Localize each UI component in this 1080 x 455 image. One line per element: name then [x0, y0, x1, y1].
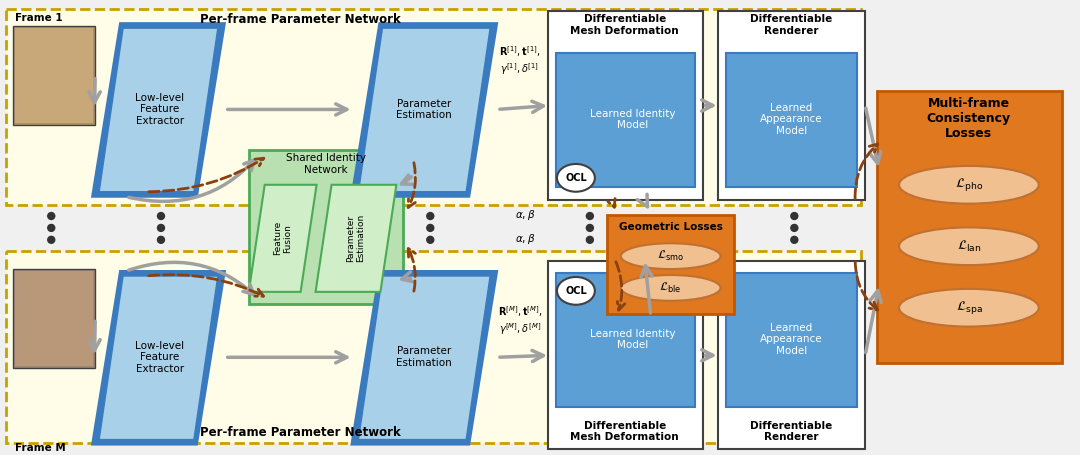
FancyBboxPatch shape — [15, 28, 93, 123]
Ellipse shape — [621, 243, 720, 269]
FancyBboxPatch shape — [726, 53, 858, 187]
Text: $\mathcal{L}_\mathrm{ble}$: $\mathcal{L}_\mathrm{ble}$ — [660, 281, 681, 295]
Text: Feature
Fusion: Feature Fusion — [273, 221, 293, 255]
Text: Learned
Appearance
Model: Learned Appearance Model — [760, 323, 823, 356]
Polygon shape — [99, 276, 218, 440]
Circle shape — [791, 212, 798, 219]
Circle shape — [586, 212, 593, 219]
Text: Frame 1: Frame 1 — [15, 13, 63, 23]
FancyBboxPatch shape — [6, 9, 861, 205]
FancyBboxPatch shape — [726, 273, 858, 407]
Text: $\mathbf{R}^{[1]}, \mathbf{t}^{[1]},$
$\gamma^{[1]}, \delta^{[1]}$: $\mathbf{R}^{[1]}, \mathbf{t}^{[1]},$ $\… — [499, 45, 541, 77]
FancyBboxPatch shape — [13, 269, 95, 368]
Circle shape — [427, 224, 434, 232]
Ellipse shape — [899, 228, 1039, 265]
Text: $\alpha, \beta$: $\alpha, \beta$ — [515, 233, 536, 246]
Text: Low-level
Feature
Extractor: Low-level Feature Extractor — [135, 341, 185, 374]
Text: $\mathcal{L}_\mathrm{pho}$: $\mathcal{L}_\mathrm{pho}$ — [955, 176, 983, 193]
Text: OCL: OCL — [565, 286, 586, 296]
Text: Low-level
Feature
Extractor: Low-level Feature Extractor — [135, 93, 185, 126]
Circle shape — [48, 224, 55, 232]
Text: Parameter
Estimation: Parameter Estimation — [346, 214, 365, 263]
Text: Frame M: Frame M — [15, 443, 66, 453]
Text: Learned Identity
Model: Learned Identity Model — [590, 329, 675, 350]
Text: $\mathcal{L}_\mathrm{spa}$: $\mathcal{L}_\mathrm{spa}$ — [956, 299, 983, 316]
Polygon shape — [248, 185, 316, 292]
FancyBboxPatch shape — [717, 11, 865, 200]
Circle shape — [48, 236, 55, 243]
FancyBboxPatch shape — [607, 215, 734, 313]
Ellipse shape — [899, 166, 1039, 204]
Ellipse shape — [557, 277, 595, 305]
Circle shape — [427, 236, 434, 243]
Text: $\mathcal{L}_\mathrm{smo}$: $\mathcal{L}_\mathrm{smo}$ — [657, 249, 685, 263]
Circle shape — [791, 236, 798, 243]
FancyBboxPatch shape — [548, 261, 703, 450]
FancyBboxPatch shape — [13, 26, 95, 125]
Circle shape — [158, 236, 164, 243]
Polygon shape — [359, 28, 490, 192]
Ellipse shape — [899, 289, 1039, 327]
Polygon shape — [92, 271, 225, 445]
FancyBboxPatch shape — [548, 11, 703, 200]
Text: Geometric Losses: Geometric Losses — [619, 222, 723, 233]
Text: Shared Identity
Network: Shared Identity Network — [285, 153, 365, 175]
Polygon shape — [351, 23, 497, 197]
FancyBboxPatch shape — [6, 251, 861, 443]
Text: Differentiable
Renderer: Differentiable Renderer — [751, 421, 833, 442]
Text: OCL: OCL — [565, 173, 586, 183]
Polygon shape — [99, 28, 218, 192]
Polygon shape — [92, 23, 225, 197]
Text: $\alpha, \beta$: $\alpha, \beta$ — [515, 207, 536, 222]
Text: Learned Identity
Model: Learned Identity Model — [590, 109, 675, 130]
Text: Multi-frame
Consistency
Losses: Multi-frame Consistency Losses — [927, 97, 1011, 140]
Polygon shape — [315, 185, 396, 292]
FancyBboxPatch shape — [877, 91, 1062, 363]
Circle shape — [48, 212, 55, 219]
FancyBboxPatch shape — [717, 261, 865, 450]
Text: Learned
Appearance
Model: Learned Appearance Model — [760, 103, 823, 136]
Text: Parameter
Estimation: Parameter Estimation — [396, 347, 453, 368]
Text: Per-frame Parameter Network: Per-frame Parameter Network — [200, 426, 401, 439]
Circle shape — [586, 224, 593, 232]
FancyBboxPatch shape — [556, 273, 694, 407]
Ellipse shape — [557, 164, 595, 192]
Text: $\mathcal{L}_\mathrm{lan}$: $\mathcal{L}_\mathrm{lan}$ — [957, 239, 982, 254]
Circle shape — [158, 212, 164, 219]
Polygon shape — [351, 271, 497, 445]
Text: $\mathbf{R}^{[M]}, \mathbf{t}^{[M]},$
$\gamma^{[M]}, \delta^{[M]}$: $\mathbf{R}^{[M]}, \mathbf{t}^{[M]},$ $\… — [498, 304, 542, 337]
Circle shape — [791, 224, 798, 232]
Polygon shape — [359, 276, 490, 440]
FancyBboxPatch shape — [556, 53, 694, 187]
Circle shape — [427, 212, 434, 219]
Text: Differentiable
Renderer: Differentiable Renderer — [751, 15, 833, 36]
FancyBboxPatch shape — [15, 271, 93, 366]
Text: Per-frame Parameter Network: Per-frame Parameter Network — [200, 13, 401, 26]
Text: Differentiable
Mesh Deformation: Differentiable Mesh Deformation — [570, 15, 679, 36]
Circle shape — [586, 236, 593, 243]
Ellipse shape — [621, 275, 720, 301]
Text: Parameter
Estimation: Parameter Estimation — [396, 99, 453, 120]
Text: Differentiable
Mesh Deformation: Differentiable Mesh Deformation — [570, 421, 679, 442]
Circle shape — [158, 224, 164, 232]
FancyBboxPatch shape — [248, 150, 403, 304]
